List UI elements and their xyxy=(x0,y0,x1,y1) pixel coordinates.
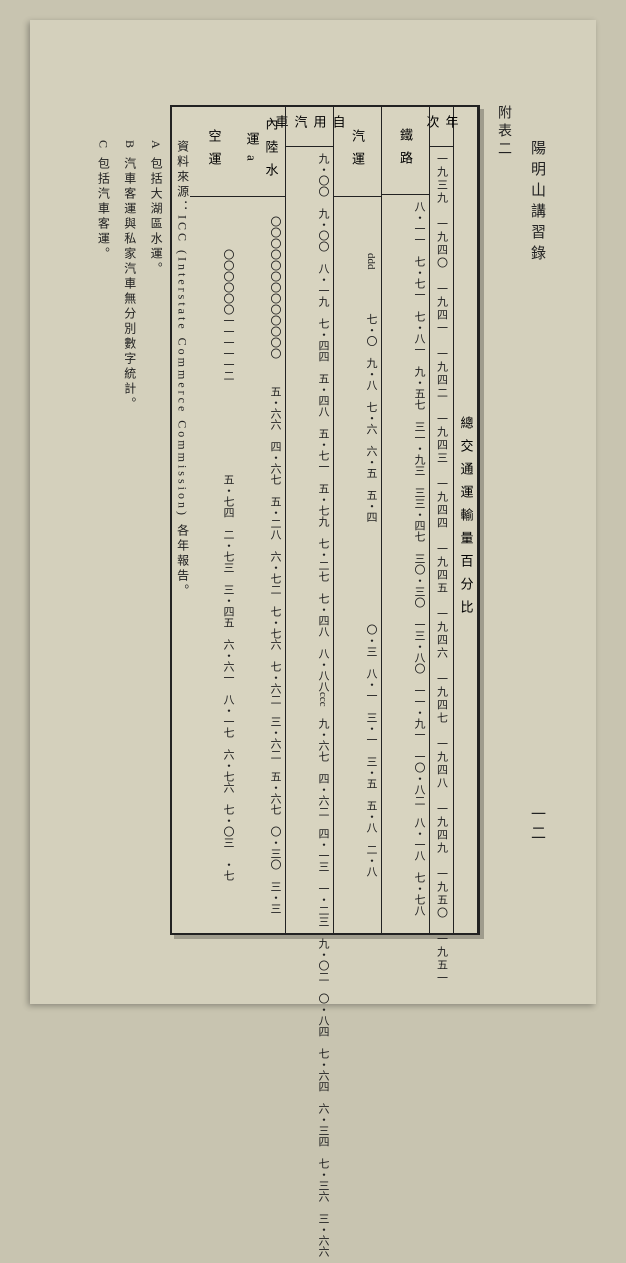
auto-l1: 九・〇〇 九・〇〇 八・一九 七・四四 五・四八 五・七一 五・七九 七・二七 … xyxy=(289,153,330,692)
air-values: 〇〇〇〇〇〇一一一一一二 五・七四 二・七三 三・四五 六・六一 八・一七 六・… xyxy=(190,197,238,933)
header-air: 空運 xyxy=(190,107,238,197)
col-auto: 自用汽車 九・〇〇 九・〇〇 八・一九 七・四四 五・四八 五・七一 五・七九 … xyxy=(286,107,334,933)
years-line: 一九三九 一九四〇 一九四一 一九四二 一九四三 一九四四 一九四五 一九四六 … xyxy=(434,153,450,985)
page-number: 一二 xyxy=(527,806,548,844)
caption-label: 附表二 xyxy=(491,105,516,704)
water-values: 〇〇〇〇〇〇〇〇〇〇〇〇〇 五・六六 四・六七 五・二八 六・七二 七・七六 七… xyxy=(238,197,285,933)
note-b: B 汽車客運與私家汽車無分別數字統計。 xyxy=(116,140,142,900)
col-bus: 汽運 ddd 七・〇 九・八 七・六 六・五 五・四 〇・三 八・一 三・一 三… xyxy=(334,107,382,933)
col-air: 空運 〇〇〇〇〇〇一一一一一二 五・七四 二・七三 三・四五 六・六一 八・一七… xyxy=(190,107,238,933)
col-rail: 鐵路 八・一一 七・七一 七・八一 九・五七 三一・九三 三三・四七 三〇・三〇… xyxy=(382,107,430,933)
col-water: 內陸水運a 〇〇〇〇〇〇〇〇〇〇〇〇〇 五・六六 四・六七 五・二八 六・七二 … xyxy=(238,107,286,933)
header-total: 總交通運輸量百分比 xyxy=(454,107,478,931)
header-water: 內陸水運a xyxy=(238,107,285,197)
header-rail: 鐵路 xyxy=(382,107,429,195)
col-total: 總交通運輸量百分比 xyxy=(454,107,478,933)
data-table: 總交通運輸量百分比 年次 一九三九 一九四〇 一九四一 一九四二 一九四三 一九… xyxy=(170,105,480,935)
air-l2: 五・七四 二・七三 三・四五 六・六一 八・一七 六・七六 七・〇三 ・七 xyxy=(193,474,235,881)
rail-values: 八・一一 七・七一 七・八一 九・五七 三一・九三 三三・四七 三〇・三〇 一三… xyxy=(382,195,429,933)
rail-l2 xyxy=(385,916,426,927)
bus-l2: 〇・三 八・一 三・一 三・五 五・八 二・八 xyxy=(337,624,378,877)
bus-values: ddd 七・〇 九・八 七・六 六・五 五・四 〇・三 八・一 三・一 三・五 … xyxy=(334,197,381,933)
auto-values: 九・〇〇 九・〇〇 八・一九 七・四四 五・四八 五・七一 五・七九 七・二七 … xyxy=(286,147,333,1263)
col-year: 年次 一九三九 一九四〇 一九四一 一九四二 一九四三 一九四四 一九四五 一九… xyxy=(430,107,454,933)
water-l2: 五・六六 四・六七 五・二八 六・七二 七・七六 七・六二 三・六二 五・六七 … xyxy=(241,386,282,914)
footnotes: 資料來源：ICC (Interstate Commerce Commission… xyxy=(90,140,196,900)
header-year: 年次 xyxy=(430,107,453,147)
year-values: 一九三九 一九四〇 一九四一 一九四二 一九四三 一九四四 一九四五 一九四六 … xyxy=(430,147,453,991)
air-l1: 〇〇〇〇〇〇一一一一一二 xyxy=(193,249,235,381)
note-source: 資料來源：ICC (Interstate Commerce Commission… xyxy=(169,140,195,900)
page: 陽明山講習錄 一二 附表二 各種運輸系統人員乘坐交通哩 (Passenger T… xyxy=(30,20,596,1004)
bus-l1: ddd 七・〇 九・八 七・六 六・五 五・四 xyxy=(337,253,378,523)
note-a: A 包括大湖區水運。 xyxy=(143,140,169,900)
note-c: C 包括汽車客運。 xyxy=(90,140,116,900)
header-auto: 自用汽車 xyxy=(286,107,333,147)
water-l1: 〇〇〇〇〇〇〇〇〇〇〇〇〇 xyxy=(241,216,282,359)
rail-l1: 八・一一 七・七一 七・八一 九・五七 三一・九三 三三・四七 三〇・三〇 一三… xyxy=(385,201,426,916)
auto-l2: ccc 九・六七 四・六二 四・一三 一・二三 九・〇二 〇・八四 七・六四 六… xyxy=(289,692,330,1257)
running-head: 陽明山講習錄 xyxy=(527,140,548,266)
